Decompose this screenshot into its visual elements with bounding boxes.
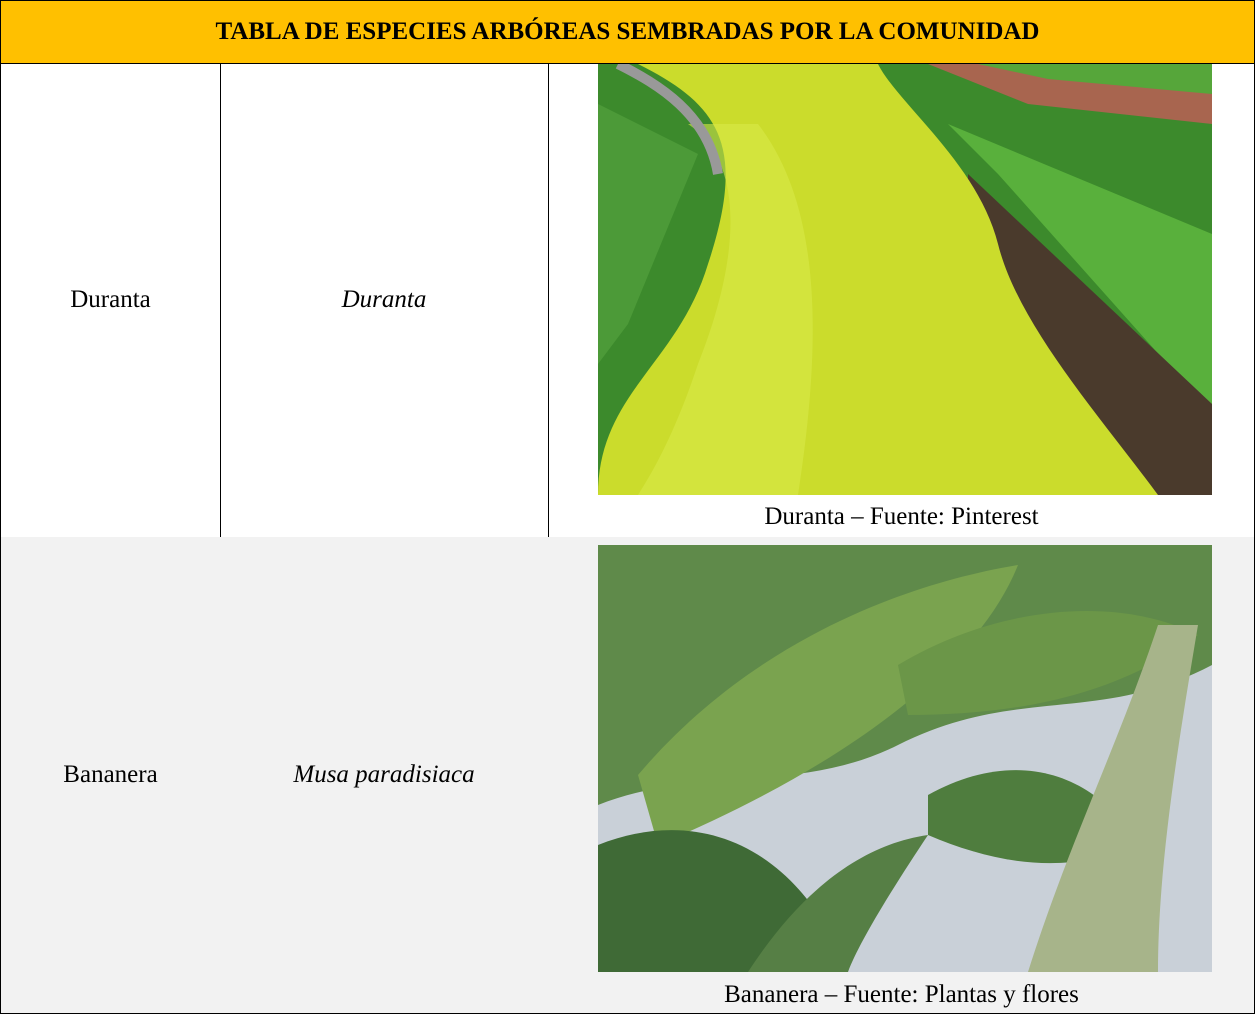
scientific-name-cell: Duranta [220,63,549,538]
scientific-name: Duranta [341,286,427,313]
photo-duranta [598,64,1212,495]
scientific-name-cell: Musa paradisiaca [220,537,549,1014]
table-title: TABLA DE ESPECIES ARBÓREAS SEMBRADAS POR… [0,0,1255,64]
scientific-name: Musa paradisiaca [293,761,475,788]
image-caption: Bananera – Fuente: Plantas y flores [724,981,1079,1008]
common-name-cell: Bananera [0,537,221,1014]
common-name: Bananera [63,761,158,788]
common-name: Duranta [70,286,151,313]
image-caption: Duranta – Fuente: Pinterest [764,503,1039,530]
photo-bananera [598,545,1212,972]
common-name-cell: Duranta [0,63,221,538]
